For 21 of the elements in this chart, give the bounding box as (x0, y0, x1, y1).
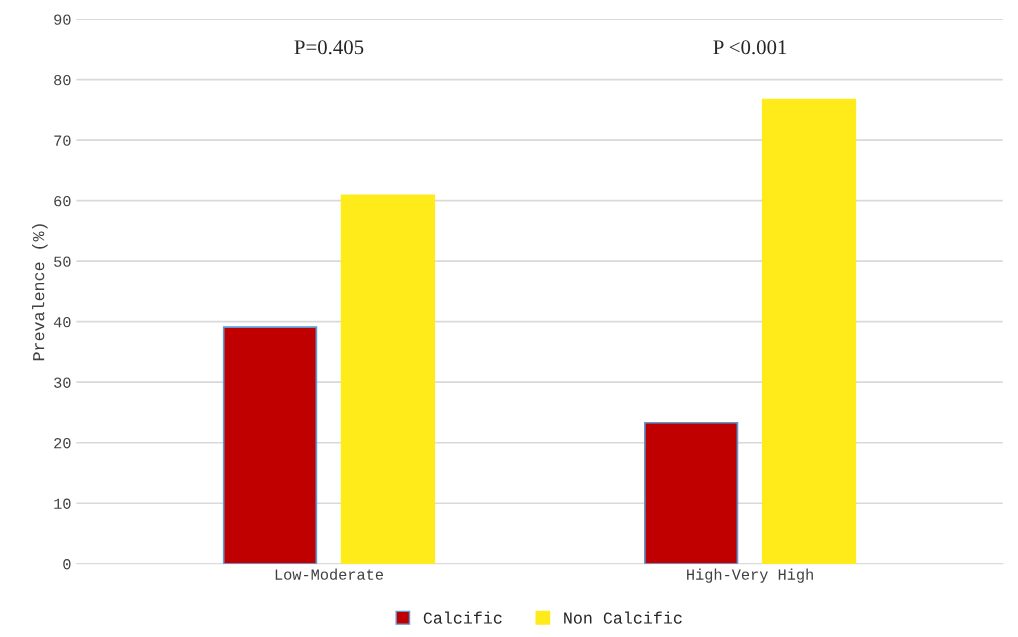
y-tick-label: 50 (54, 256, 71, 267)
x-tick-label: Low-Moderate (275, 568, 383, 580)
y-tick-label: 30 (54, 377, 71, 388)
y-tick-label: 60 (54, 195, 71, 207)
bar (761, 98, 857, 564)
bar (222, 326, 318, 564)
y-axis-title: Prevalence (%) (32, 224, 48, 361)
annotation: P <0.001 (713, 40, 787, 55)
bar (340, 194, 436, 564)
y-tick-label: 40 (53, 317, 71, 328)
y-tick-label: 20 (54, 438, 71, 449)
legend-label: Calcific (423, 611, 502, 624)
y-tick-label: 10 (54, 498, 71, 509)
y-tick-label: 70 (54, 135, 71, 146)
y-tick-label: 90 (54, 14, 71, 25)
y-tick-label: 0 (63, 559, 71, 570)
x-tick-label: High-Very High (687, 568, 813, 583)
bar (643, 421, 739, 564)
legend-label: Non Calcific (564, 611, 682, 624)
y-tick-label: 80 (54, 74, 71, 86)
annotation: P=0.405 (294, 40, 364, 55)
